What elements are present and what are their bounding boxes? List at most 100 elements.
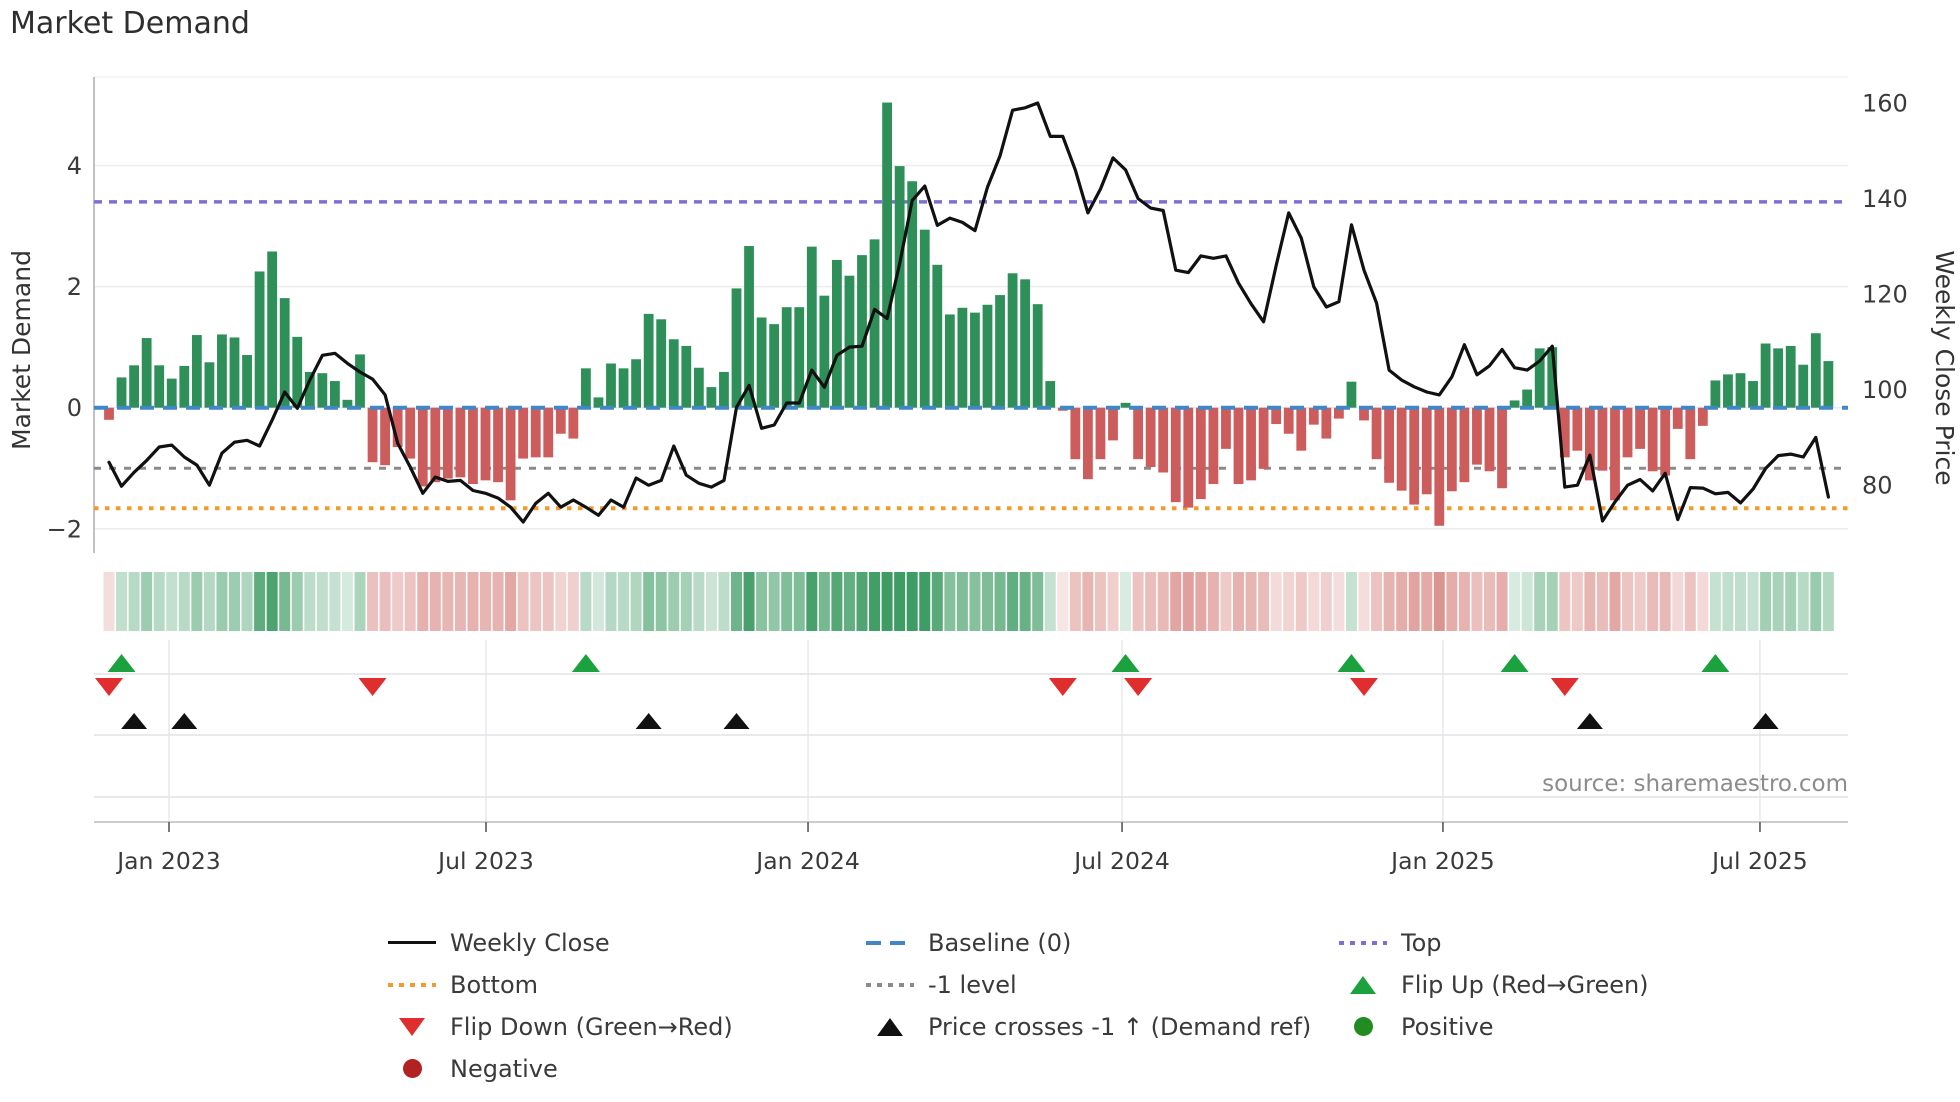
demand-bar-negative (1308, 407, 1319, 425)
heatmap-cell (1772, 572, 1784, 631)
demand-bar-negative (1472, 407, 1482, 465)
heatmap-cell (517, 572, 529, 631)
heatmap-cell (630, 572, 642, 631)
demand-bar-negative (1070, 407, 1081, 460)
demand-bar-negative (392, 407, 403, 448)
demand-bar-negative (1484, 407, 1495, 472)
demand-bar-negative (1635, 407, 1645, 449)
demand-bar-positive (330, 381, 340, 408)
demand-bar-positive (656, 319, 667, 408)
demand-bar-positive (731, 288, 742, 408)
demand-bar-positive (267, 251, 278, 408)
heatmap-cell (304, 572, 316, 631)
heatmap-cell (1496, 572, 1508, 631)
heatmap-cell (618, 572, 630, 631)
heatmap-cell (693, 572, 705, 631)
weekly-close-swatch-icon (388, 941, 436, 944)
heatmap-cell (216, 572, 228, 631)
demand-bar-positive (706, 387, 717, 408)
heatmap-cell (1283, 572, 1295, 631)
flip-down-marker (1550, 678, 1579, 696)
heatmap-cell (128, 572, 140, 631)
heatmap-cell (1019, 572, 1031, 631)
heatmap-cell (1057, 572, 1069, 631)
demand-bar-positive (618, 368, 629, 408)
legend-item-weekly-close: Weekly Close (388, 926, 866, 959)
heatmap-cell (1446, 572, 1458, 631)
heatmap-cell (1747, 572, 1759, 631)
demand-bar-positive (857, 255, 867, 408)
heatmap-cell (1371, 572, 1383, 631)
demand-bar-positive (279, 298, 290, 408)
demand-bar-negative (442, 407, 453, 479)
demand-bar-negative (505, 407, 516, 501)
y-left-tick-label: −2 (47, 515, 82, 543)
heatmap-cell (153, 572, 165, 631)
demand-bar-negative (1610, 407, 1620, 501)
heatmap-cell (718, 572, 730, 631)
flip-down-marker (1350, 678, 1378, 696)
demand-bar-negative (1183, 407, 1194, 508)
heatmap-cell (1458, 572, 1470, 631)
x-tick-label: Jul 2024 (1072, 847, 1170, 875)
demand-bar-negative (1384, 407, 1394, 483)
heatmap-cell (643, 572, 655, 631)
demand-bar-positive (242, 355, 252, 408)
heatmap-cell (894, 572, 906, 631)
y-right-tick-label: 120 (1862, 281, 1908, 309)
price-cross-marker (121, 713, 148, 729)
demand-bar-negative (1271, 407, 1282, 425)
legend-item-flip-down: Flip Down (Green→Red) (388, 1010, 866, 1043)
demand-bar-positive (1020, 279, 1031, 408)
demand-bar-positive (179, 365, 190, 408)
demand-bar-positive (1522, 389, 1533, 408)
heatmap-cell (856, 572, 868, 631)
demand-bar-negative (1446, 407, 1457, 492)
heatmap-cell (1258, 572, 1270, 631)
heatmap-cell (944, 572, 956, 631)
demand-bar-positive (995, 295, 1005, 408)
demand-bar-negative (430, 407, 441, 483)
heatmap-cell (994, 572, 1006, 631)
flip-up-marker (1111, 654, 1140, 672)
demand-bar-negative (1396, 407, 1407, 491)
heatmap-cell (203, 572, 215, 631)
heatmap-cell (1672, 572, 1684, 631)
x-tick-label: Jul 2025 (1710, 847, 1808, 875)
heatmap-cell (931, 572, 943, 631)
y-right-tick-label: 140 (1862, 185, 1908, 213)
heatmap-cell (1571, 572, 1583, 631)
demand-bar-negative (493, 407, 503, 483)
demand-bar-negative (1195, 407, 1206, 500)
heatmap-cell (869, 572, 881, 631)
heatmap-cell (1647, 572, 1659, 631)
demand-bar-negative (455, 407, 466, 478)
flip-down-marker (1048, 678, 1077, 696)
demand-bar-positive (317, 373, 328, 408)
chart-canvas: Jan 2023 Jul 2023 Jan 2024 Jul 2024 Jan 2025… (7, 76, 1959, 875)
legend-item-price-crosses: Price crosses -1 ↑ (Demand ref) (866, 1010, 1339, 1043)
demand-bar-negative (1296, 407, 1307, 451)
heatmap-cell (417, 572, 429, 631)
demand-bar-negative (543, 407, 554, 458)
demand-bar-positive (1748, 381, 1758, 408)
legend-item-baseline: Baseline (0) (866, 926, 1339, 959)
heatmap-cell (530, 572, 542, 631)
heatmap-cell (141, 572, 153, 631)
heatmap-cell (1584, 572, 1596, 631)
heatmap-cell (1534, 572, 1546, 631)
heatmap-cell (1233, 572, 1244, 631)
demand-bar-negative (1421, 407, 1432, 495)
legend-item-positive: Positive (1339, 1010, 1769, 1043)
heatmap-cell (166, 572, 178, 631)
heatmap-cell (555, 572, 567, 631)
heatmap-cell (1684, 572, 1696, 631)
demand-bar-positive (1547, 347, 1558, 408)
demand-bar-negative (568, 407, 579, 439)
heatmap-cell (1220, 572, 1232, 631)
demand-bar-positive (141, 338, 152, 408)
demand-bar-positive (719, 371, 729, 408)
demand-bar-negative (1685, 407, 1696, 460)
heatmap-cell (705, 572, 717, 631)
